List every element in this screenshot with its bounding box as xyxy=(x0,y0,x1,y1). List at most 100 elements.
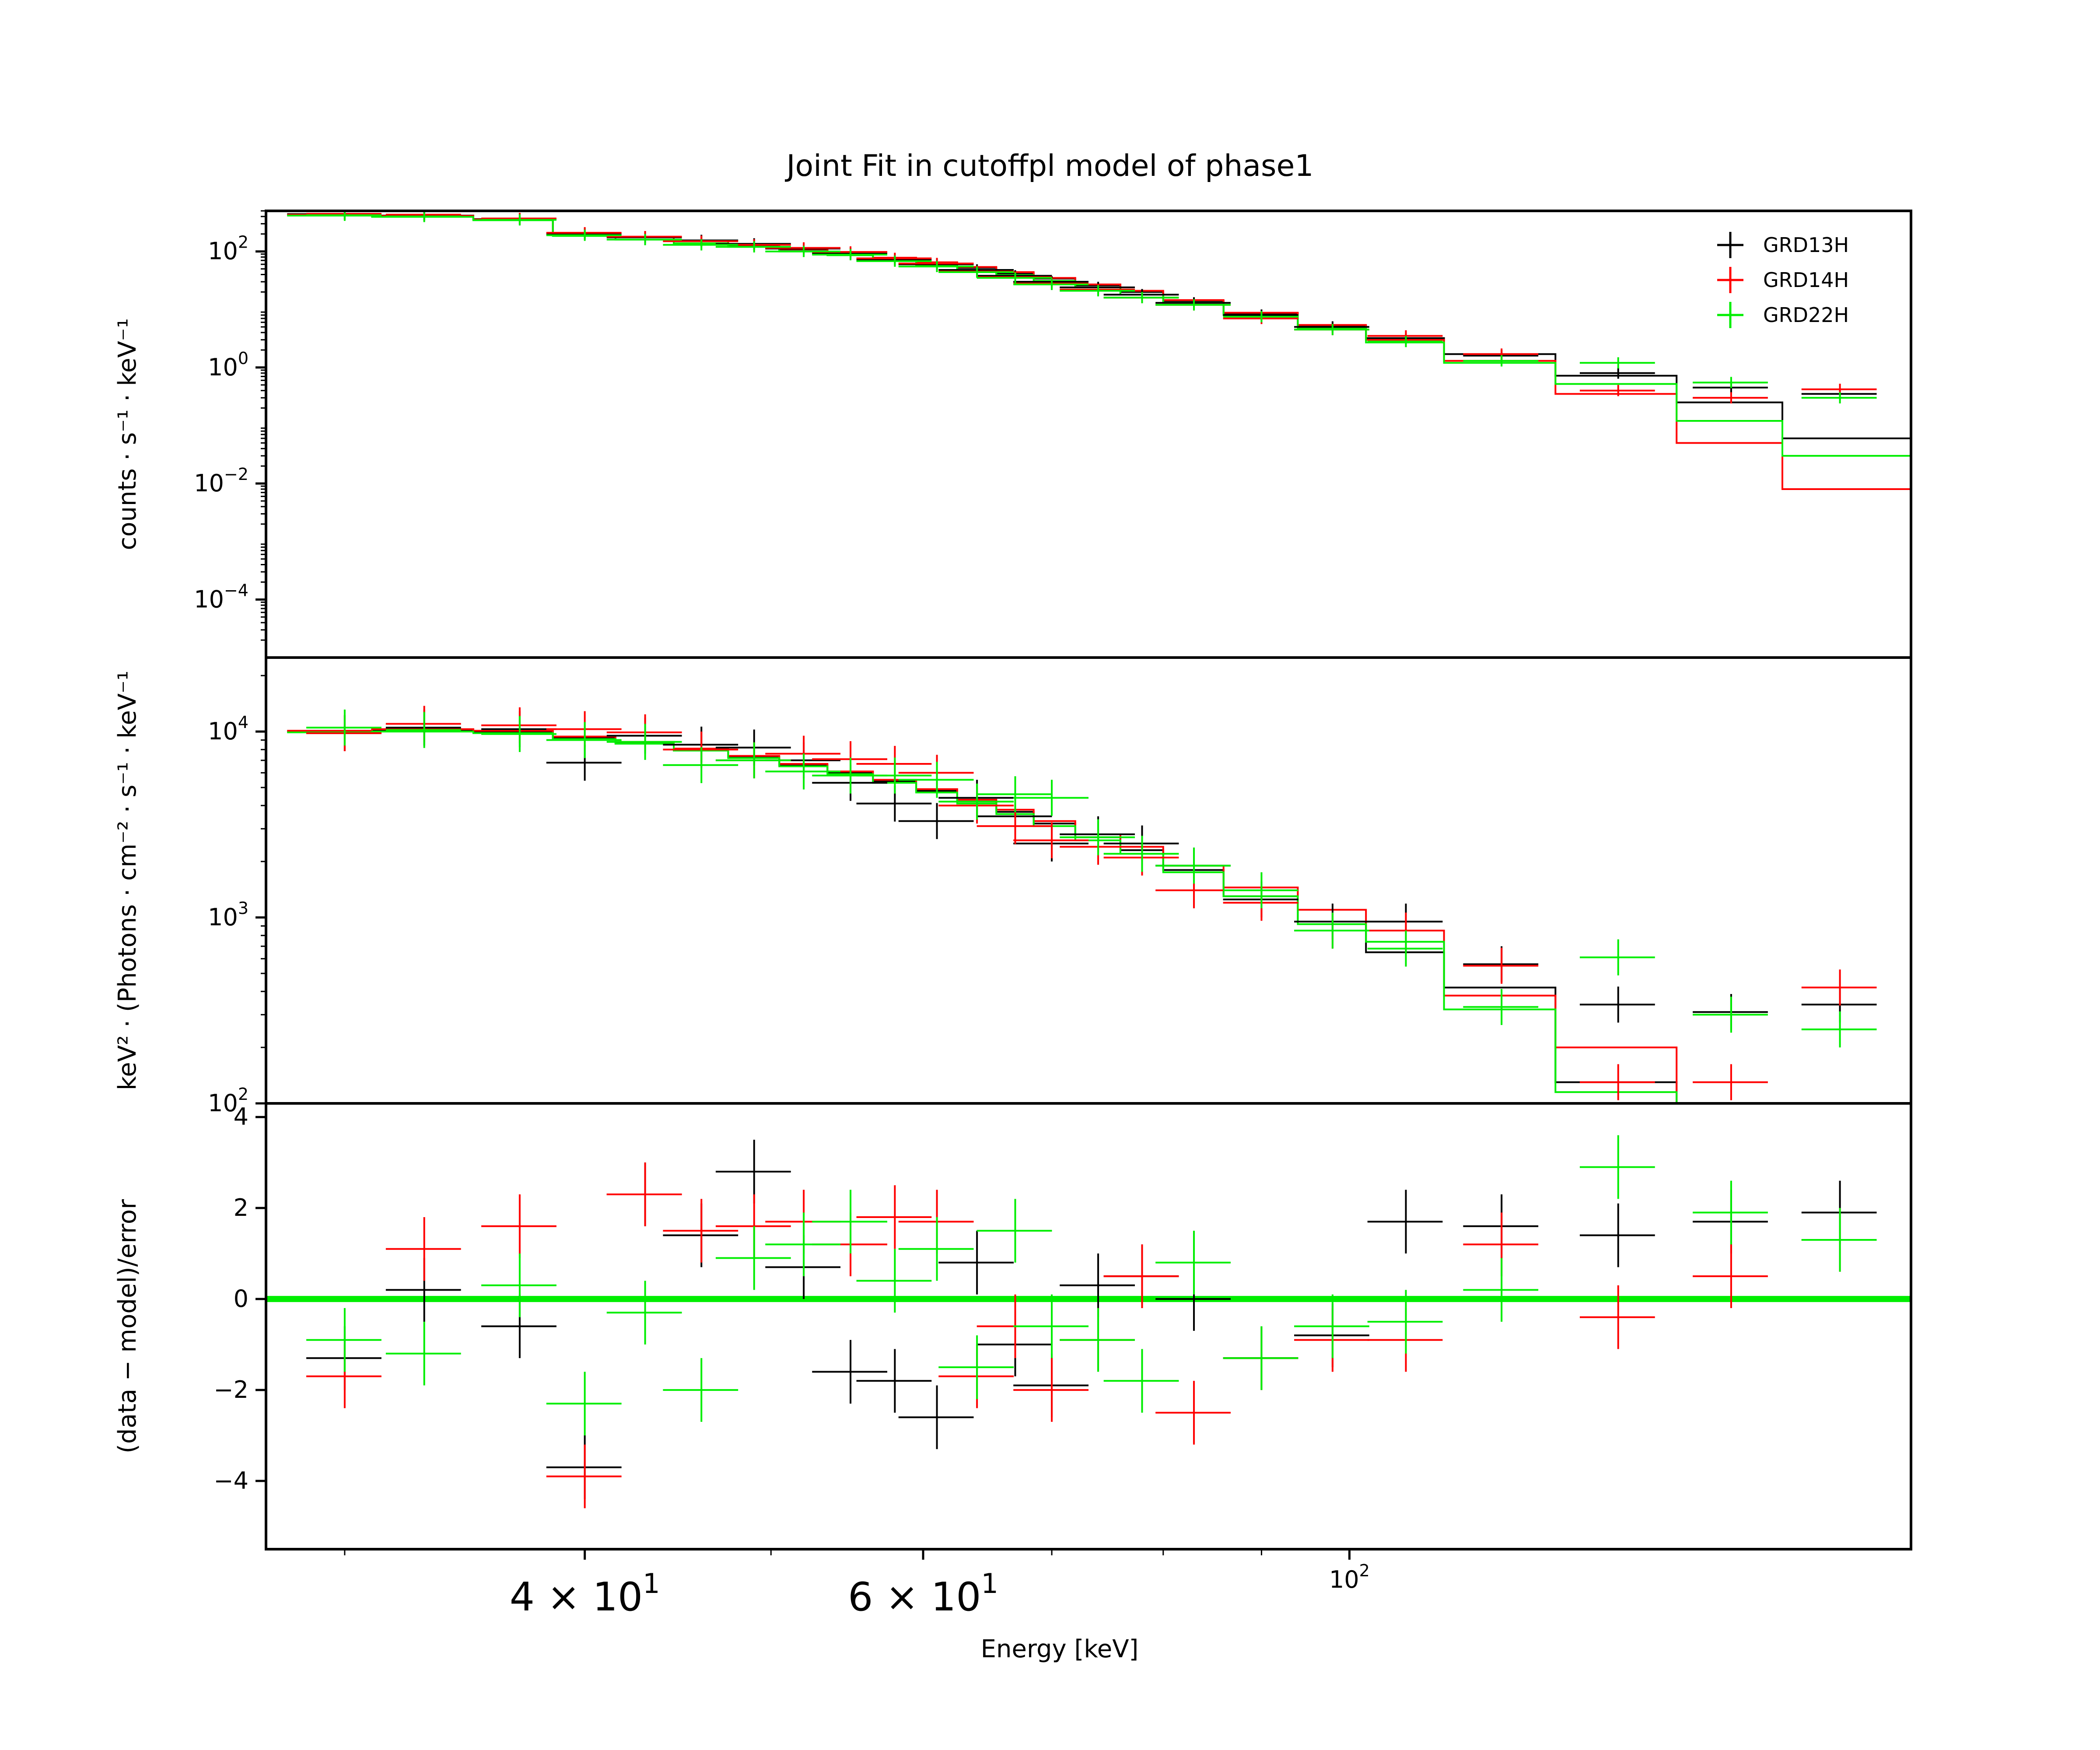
point-grd22h xyxy=(898,762,974,798)
point-grd13h xyxy=(856,1349,932,1413)
point-grd13h xyxy=(898,803,974,839)
y-axis-label-unfolded: keV² · (Photons · cm⁻² · s⁻¹ · keV⁻¹ xyxy=(113,671,142,1090)
point-grd22h xyxy=(663,747,738,783)
point-grd22h xyxy=(385,211,461,222)
y-tick-label: 102 xyxy=(208,233,248,265)
y-tick-label: 103 xyxy=(208,899,248,931)
point-grd22h xyxy=(306,1308,382,1372)
point-grd14h xyxy=(1801,969,1877,1006)
point-grd22h xyxy=(606,724,682,760)
point-grd22h xyxy=(976,272,1052,284)
point-grd22h xyxy=(1579,939,1655,976)
legend-entry-grd14h: GRD14H xyxy=(1717,267,1849,293)
point-grd22h xyxy=(1463,1258,1539,1322)
point-grd22h xyxy=(1294,912,1369,949)
plot-area-residuals xyxy=(266,1135,1911,1508)
point-grd22h xyxy=(1801,1011,1877,1048)
point-grd22h xyxy=(606,1281,682,1345)
point-grd22h xyxy=(546,1372,622,1436)
point-grd14h xyxy=(1693,1244,1768,1308)
point-grd14h xyxy=(1155,1381,1231,1445)
point-grd22h xyxy=(1223,311,1298,322)
point-grd22h xyxy=(1463,989,1539,1025)
point-grd22h xyxy=(1579,1135,1655,1199)
model-line-grd14h xyxy=(287,214,1911,490)
point-grd22h xyxy=(1367,336,1443,347)
point-grd14h xyxy=(1579,1285,1655,1349)
point-grd14h xyxy=(546,1444,622,1508)
point-grd13h xyxy=(715,1140,791,1204)
point-grd22h xyxy=(663,239,738,251)
point-grd22h xyxy=(1463,355,1539,367)
point-grd22h xyxy=(1013,279,1089,290)
point-grd22h xyxy=(1060,1308,1135,1372)
model-line-grd22h xyxy=(287,731,1678,1103)
y-tick-label: 10−2 xyxy=(194,465,248,497)
point-grd22h xyxy=(1801,1208,1877,1272)
point-grd22h xyxy=(856,256,932,267)
point-grd14h xyxy=(1579,1064,1655,1100)
model-line-grd13h xyxy=(287,213,1911,439)
y-axis-label-residuals: (data − model)/error xyxy=(113,1199,142,1453)
point-grd22h xyxy=(1155,847,1231,884)
point-grd22h xyxy=(1013,1294,1089,1358)
x-tick-label: 102 xyxy=(1329,1561,1370,1593)
point-grd14h xyxy=(385,1217,461,1281)
point-grd22h xyxy=(898,1217,974,1281)
point-grd22h xyxy=(385,1322,461,1386)
point-grd14h xyxy=(481,1194,556,1258)
chart-title: Joint Fit in cutoffpl model of phase1 xyxy=(784,149,1313,183)
point-grd22h xyxy=(976,776,1052,812)
y-tick-label: 104 xyxy=(208,713,248,745)
y-tick-label: −4 xyxy=(214,1467,248,1494)
point-grd22h xyxy=(1294,324,1369,336)
model-line-grd22h xyxy=(287,214,1911,457)
legend-label: GRD22H xyxy=(1763,303,1849,327)
point-grd22h xyxy=(1367,931,1443,967)
panel-frame xyxy=(265,1102,1912,1550)
y-tick-label: 0 xyxy=(234,1285,248,1312)
point-grd22h xyxy=(898,261,974,272)
point-grd22h xyxy=(765,245,841,257)
y-tick-label: 100 xyxy=(208,349,248,381)
point-grd22h xyxy=(1155,1231,1231,1295)
point-grd13h xyxy=(1367,1190,1443,1254)
point-grd22h xyxy=(715,241,791,253)
point-grd22h xyxy=(856,757,932,794)
point-grd13h xyxy=(1060,1253,1135,1317)
point-grd14h xyxy=(1013,822,1089,858)
y-tick-label: 10−4 xyxy=(194,581,248,613)
model-line-grd14h xyxy=(287,728,1678,1103)
point-grd22h xyxy=(812,249,888,260)
point-grd22h xyxy=(1693,997,1768,1033)
point-grd14h xyxy=(976,808,1052,844)
point-grd22h xyxy=(938,1335,1014,1399)
y-tick-label: −2 xyxy=(214,1376,248,1404)
point-grd22h xyxy=(1801,392,1877,404)
point-grd22h xyxy=(765,753,841,790)
point-grd14h xyxy=(856,1185,932,1249)
point-grd22h xyxy=(663,1358,738,1422)
panel-residuals: 4 2 0 −2 −4 4 × 101 6 × 101 102 (data − model)/e… xyxy=(113,1102,1912,1620)
legend-entry-grd22h: GRD22H xyxy=(1717,302,1849,328)
point-grd13h xyxy=(1579,986,1655,1023)
point-grd22h xyxy=(856,1249,932,1313)
point-grd22h xyxy=(606,234,682,245)
point-grd22h xyxy=(1693,377,1768,388)
point-grd14h xyxy=(1013,1358,1089,1422)
point-grd13h xyxy=(812,1340,888,1404)
legend: GRD13H GRD14H GRD22H xyxy=(1717,232,1849,328)
point-grd22h xyxy=(1103,836,1179,872)
point-grd22h xyxy=(1579,357,1655,369)
point-grd22h xyxy=(385,712,461,748)
point-grd22h xyxy=(976,1199,1052,1263)
point-grd22h xyxy=(715,742,791,779)
legend-entry-grd13h: GRD13H xyxy=(1717,232,1849,258)
point-grd22h xyxy=(812,1190,888,1254)
point-grd22h xyxy=(938,266,1014,278)
plot-area-unfolded xyxy=(287,706,1877,1103)
x-tick-label: 6 × 101 xyxy=(848,1568,998,1620)
point-grd14h xyxy=(1579,385,1655,396)
point-grd22h xyxy=(481,1253,556,1317)
point-grd14h xyxy=(663,1199,738,1263)
